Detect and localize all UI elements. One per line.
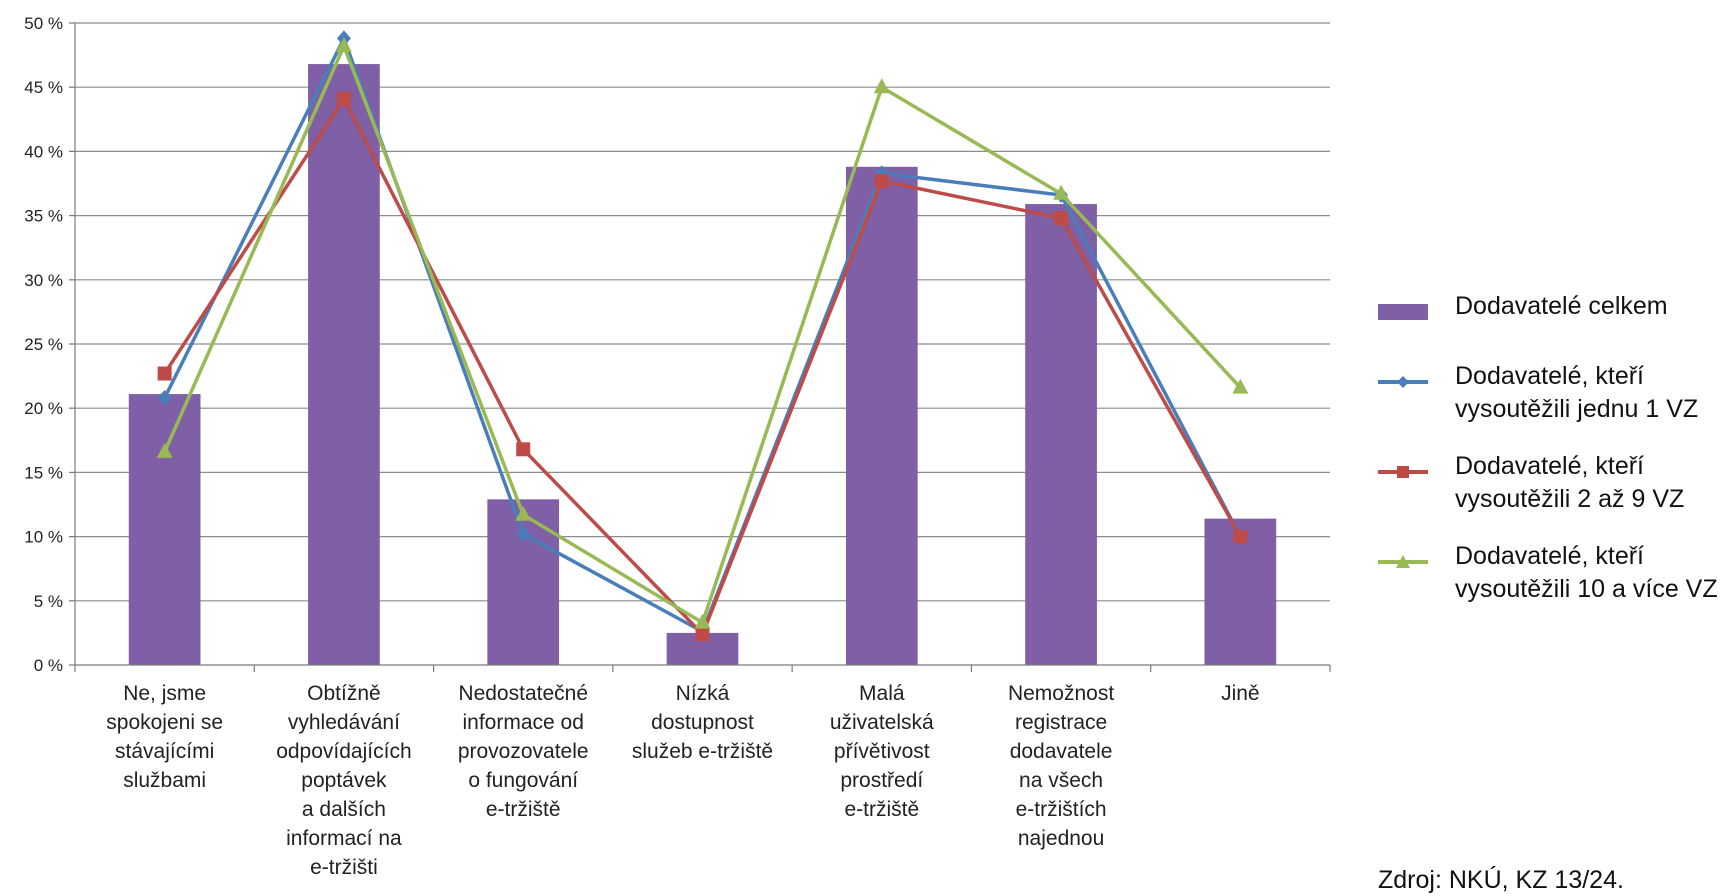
point <box>695 627 710 642</box>
line-square-icon <box>1378 466 1428 478</box>
y-tick-label: 0 % <box>34 656 63 675</box>
legend-label: Dodavatelé, kteří vysoutěžili 10 a více … <box>1455 542 1718 603</box>
point <box>1233 529 1248 544</box>
y-tick-label: 35 % <box>24 207 63 226</box>
point <box>515 505 532 521</box>
point <box>873 78 890 94</box>
point <box>157 389 172 406</box>
bar-swatch-icon <box>1378 304 1428 320</box>
point <box>516 526 531 543</box>
point <box>516 442 531 457</box>
gridlines <box>69 22 1330 666</box>
point <box>1232 378 1249 394</box>
x-tick-label: Nemožnost registrace dodavatele na všech e-t… <box>1008 682 1114 850</box>
y-axis-ticks: 0 % 5 % 10 % 15 % 20 % 25 % 30 % 35 % 40 % 45 % 50… <box>24 14 63 675</box>
legend-item-two-to-nine-vz: Dodavatelé, kteří vysoutěžili 2 až 9 VZ <box>1370 450 1725 540</box>
legend-label: Dodavatelé, kteří vysoutěžili jednu 1 VZ <box>1455 362 1699 423</box>
y-tick-label: 10 % <box>24 528 63 547</box>
legend-item-total: Dodavatelé celkem <box>1370 290 1725 360</box>
line-diamond-icon <box>1378 376 1428 388</box>
x-axis-categories: Ne, jsme spokojeni se stávajícími službami O… <box>106 682 1259 879</box>
point <box>1054 211 1069 226</box>
y-tick-label: 15 % <box>24 463 63 482</box>
point <box>336 91 351 106</box>
bar <box>128 394 201 665</box>
point <box>157 366 172 381</box>
legend: Dodavatelé celkem Dodavatelé, kteří vyso… <box>1370 290 1725 630</box>
point <box>156 442 173 458</box>
y-tick-label: 45 % <box>24 78 63 97</box>
x-tick-label: Ne, jsme spokojeni se stávajícími službami <box>106 682 223 792</box>
x-tick-label: Jině <box>1221 682 1260 705</box>
point <box>694 613 711 629</box>
line-triangle-icon <box>1378 555 1428 568</box>
source-note: Zdroj: NKÚ, KZ 13/24. <box>1378 866 1624 894</box>
series-line-group <box>156 37 1249 629</box>
x-tick-label: Nedostatečné informace od provozovatele o f… <box>458 682 589 821</box>
point <box>1053 184 1070 200</box>
point <box>874 173 889 188</box>
y-tick-label: 5 % <box>34 592 63 611</box>
legend-item-ten-plus-vz: Dodavatelé, kteří vysoutěžili 10 a více … <box>1370 540 1725 630</box>
bar <box>308 64 380 665</box>
series-line-group <box>157 91 1248 642</box>
y-tick-label: 25 % <box>24 335 63 354</box>
y-tick-label: 30 % <box>24 271 63 290</box>
point <box>335 37 352 53</box>
line-series <box>156 30 1249 642</box>
y-tick-label: 40 % <box>24 142 63 161</box>
x-tick-label: Obtížně vyhledávání odpovídajících poptávek… <box>276 682 411 879</box>
y-tick-label: 20 % <box>24 399 63 418</box>
legend-label: Dodavatelé celkem <box>1455 292 1668 320</box>
bar <box>1025 204 1097 665</box>
x-tick-label: Malá uživatelská přívětivost prostředí e-trž… <box>830 682 934 821</box>
chart: 0 % 5 % 10 % 15 % 20 % 25 % 30 % 35 % 40 % 45 % 50… <box>24 14 1331 879</box>
legend-item-one-vz: Dodavatelé, kteří vysoutěžili jednu 1 VZ <box>1370 360 1725 450</box>
legend-label: Dodavatelé, kteří vysoutěžili 2 až 9 VZ <box>1455 452 1685 513</box>
x-tick-label: Nízká dostupnost služeb e-tržiště <box>632 682 773 763</box>
bar <box>845 166 918 666</box>
bar <box>487 499 560 665</box>
axes <box>74 23 1331 672</box>
y-tick-label: 50 % <box>24 14 63 33</box>
bar-series <box>128 64 1277 666</box>
